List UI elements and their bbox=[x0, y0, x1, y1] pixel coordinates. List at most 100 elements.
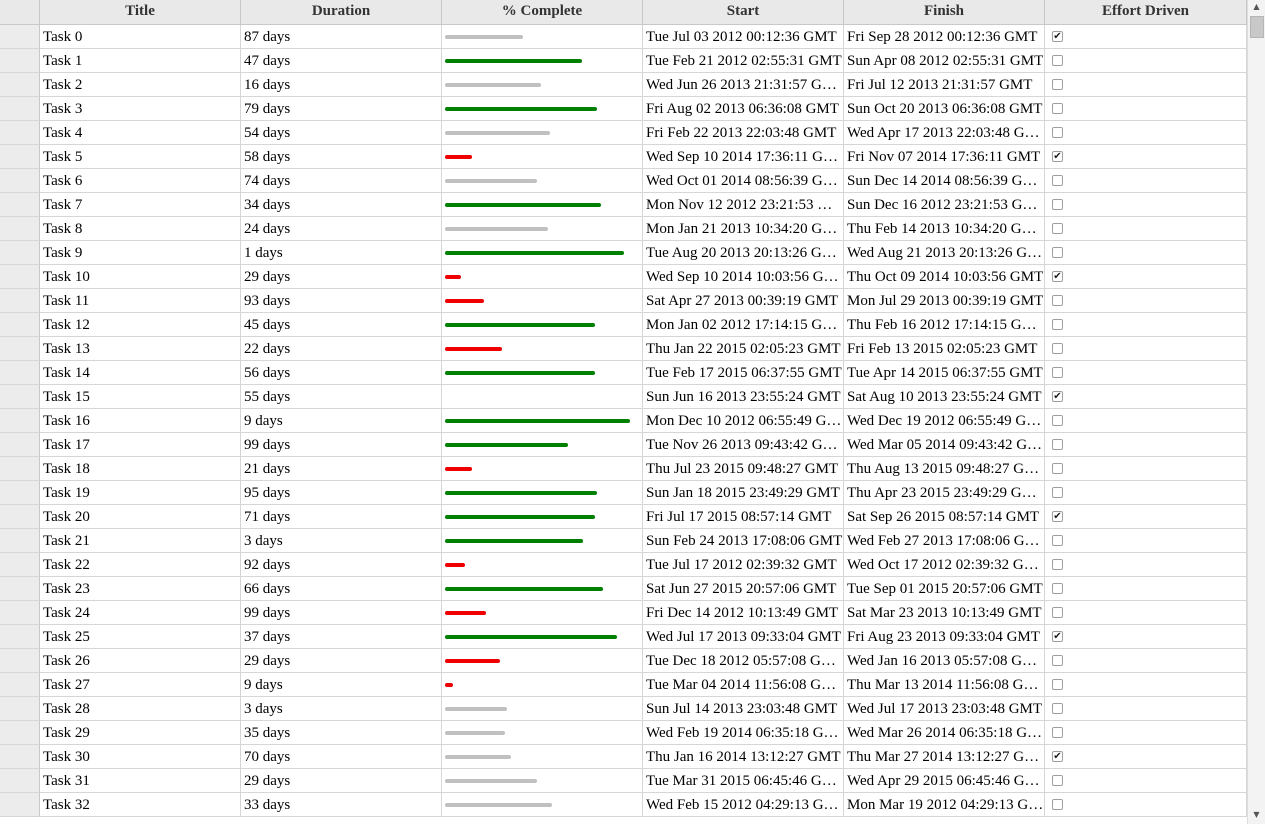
percent-complete-cell[interactable] bbox=[442, 409, 643, 433]
table-row[interactable]: Task 22 92 days Tue Jul 17 2012 02:39:32 G… bbox=[0, 553, 1247, 577]
percent-complete-cell[interactable] bbox=[442, 769, 643, 793]
checkbox-unchecked-icon[interactable] bbox=[1052, 415, 1063, 426]
percent-complete-cell[interactable] bbox=[442, 481, 643, 505]
checkbox-unchecked-icon[interactable] bbox=[1052, 775, 1063, 786]
percent-complete-cell[interactable] bbox=[442, 649, 643, 673]
start-cell[interactable]: Thu Jan 22 2015 02:05:23 GMT bbox=[643, 337, 844, 361]
table-row[interactable]: Task 4 54 days Fri Feb 22 2013 22:03:48 GM… bbox=[0, 121, 1247, 145]
effort-driven-cell[interactable]: ✔ bbox=[1045, 25, 1247, 49]
title-cell[interactable]: Task 25 bbox=[40, 625, 241, 649]
title-cell[interactable]: Task 2 bbox=[40, 73, 241, 97]
finish-cell[interactable]: Fri Feb 13 2015 02:05:23 GMT bbox=[844, 337, 1045, 361]
percent-complete-cell[interactable] bbox=[442, 265, 643, 289]
checkbox-unchecked-icon[interactable] bbox=[1052, 367, 1063, 378]
finish-cell[interactable]: Tue Sep 01 2015 20:57:06 GMT bbox=[844, 577, 1045, 601]
percent-complete-cell[interactable] bbox=[442, 73, 643, 97]
finish-cell[interactable]: Fri Sep 28 2012 00:12:36 GMT bbox=[844, 25, 1045, 49]
effort-driven-cell[interactable] bbox=[1045, 601, 1247, 625]
row-selector[interactable] bbox=[0, 601, 40, 625]
checkbox-unchecked-icon[interactable] bbox=[1052, 79, 1063, 90]
title-cell[interactable]: Task 26 bbox=[40, 649, 241, 673]
effort-driven-cell[interactable] bbox=[1045, 73, 1247, 97]
checkbox-unchecked-icon[interactable] bbox=[1052, 127, 1063, 138]
effort-driven-cell[interactable] bbox=[1045, 553, 1247, 577]
checkbox-checked-icon[interactable]: ✔ bbox=[1052, 271, 1063, 282]
checkbox-unchecked-icon[interactable] bbox=[1052, 295, 1063, 306]
effort-driven-cell[interactable] bbox=[1045, 313, 1247, 337]
duration-cell[interactable]: 16 days bbox=[241, 73, 442, 97]
start-cell[interactable]: Tue Jul 03 2012 00:12:36 GMT bbox=[643, 25, 844, 49]
finish-cell[interactable]: Wed Aug 21 2013 20:13:26 GMT bbox=[844, 241, 1045, 265]
percent-complete-cell[interactable] bbox=[442, 121, 643, 145]
start-cell[interactable]: Mon Jan 02 2012 17:14:15 GMT bbox=[643, 313, 844, 337]
row-selector[interactable] bbox=[0, 385, 40, 409]
duration-cell[interactable]: 71 days bbox=[241, 505, 442, 529]
finish-cell[interactable]: Sun Oct 20 2013 06:36:08 GMT bbox=[844, 97, 1045, 121]
row-selector[interactable] bbox=[0, 793, 40, 817]
effort-driven-cell[interactable] bbox=[1045, 217, 1247, 241]
effort-driven-cell[interactable] bbox=[1045, 337, 1247, 361]
finish-cell[interactable]: Sat Aug 10 2013 23:55:24 GMT bbox=[844, 385, 1045, 409]
start-cell[interactable]: Wed Feb 15 2012 04:29:13 GMT bbox=[643, 793, 844, 817]
title-cell[interactable]: Task 4 bbox=[40, 121, 241, 145]
finish-cell[interactable]: Thu Apr 23 2015 23:49:29 GMT bbox=[844, 481, 1045, 505]
column-header-effort-driven[interactable]: Effort Driven bbox=[1045, 0, 1247, 24]
effort-driven-cell[interactable] bbox=[1045, 193, 1247, 217]
percent-complete-cell[interactable] bbox=[442, 313, 643, 337]
finish-cell[interactable]: Wed Mar 05 2014 09:43:42 GMT bbox=[844, 433, 1045, 457]
finish-cell[interactable]: Thu Aug 13 2015 09:48:27 GMT bbox=[844, 457, 1045, 481]
title-cell[interactable]: Task 27 bbox=[40, 673, 241, 697]
row-selector[interactable] bbox=[0, 625, 40, 649]
row-selector[interactable] bbox=[0, 241, 40, 265]
table-row[interactable]: Task 27 9 days Tue Mar 04 2014 11:56:08 GM… bbox=[0, 673, 1247, 697]
checkbox-unchecked-icon[interactable] bbox=[1052, 487, 1063, 498]
title-cell[interactable]: Task 14 bbox=[40, 361, 241, 385]
duration-cell[interactable]: 95 days bbox=[241, 481, 442, 505]
effort-driven-cell[interactable]: ✔ bbox=[1045, 265, 1247, 289]
row-selector[interactable] bbox=[0, 433, 40, 457]
percent-complete-cell[interactable] bbox=[442, 697, 643, 721]
effort-driven-cell[interactable] bbox=[1045, 169, 1247, 193]
row-selector[interactable] bbox=[0, 97, 40, 121]
title-cell[interactable]: Task 1 bbox=[40, 49, 241, 73]
percent-complete-cell[interactable] bbox=[442, 625, 643, 649]
start-cell[interactable]: Fri Dec 14 2012 10:13:49 GMT bbox=[643, 601, 844, 625]
checkbox-unchecked-icon[interactable] bbox=[1052, 703, 1063, 714]
title-cell[interactable]: Task 32 bbox=[40, 793, 241, 817]
row-selector[interactable] bbox=[0, 553, 40, 577]
row-selector[interactable] bbox=[0, 121, 40, 145]
scroll-down-icon[interactable]: ▼ bbox=[1253, 810, 1260, 819]
duration-cell[interactable]: 1 days bbox=[241, 241, 442, 265]
table-row[interactable]: Task 8 24 days Mon Jan 21 2013 10:34:20 GM… bbox=[0, 217, 1247, 241]
checkbox-unchecked-icon[interactable] bbox=[1052, 679, 1063, 690]
checkbox-unchecked-icon[interactable] bbox=[1052, 247, 1063, 258]
row-selector[interactable] bbox=[0, 25, 40, 49]
column-header-title[interactable]: Title bbox=[40, 0, 241, 24]
effort-driven-cell[interactable] bbox=[1045, 793, 1247, 817]
percent-complete-cell[interactable] bbox=[442, 217, 643, 241]
finish-cell[interactable]: Fri Aug 23 2013 09:33:04 GMT bbox=[844, 625, 1045, 649]
title-cell[interactable]: Task 29 bbox=[40, 721, 241, 745]
checkbox-unchecked-icon[interactable] bbox=[1052, 103, 1063, 114]
table-row[interactable]: Task 3 79 days Fri Aug 02 2013 06:36:08 GM… bbox=[0, 97, 1247, 121]
row-selector[interactable] bbox=[0, 361, 40, 385]
percent-complete-cell[interactable] bbox=[442, 145, 643, 169]
effort-driven-cell[interactable] bbox=[1045, 649, 1247, 673]
start-cell[interactable]: Wed Oct 01 2014 08:56:39 GMT bbox=[643, 169, 844, 193]
checkbox-checked-icon[interactable]: ✔ bbox=[1052, 511, 1063, 522]
title-cell[interactable]: Task 0 bbox=[40, 25, 241, 49]
table-row[interactable]: Task 29 35 days Wed Feb 19 2014 06:35:18 G… bbox=[0, 721, 1247, 745]
start-cell[interactable]: Wed Feb 19 2014 06:35:18 GMT bbox=[643, 721, 844, 745]
finish-cell[interactable]: Thu Oct 09 2014 10:03:56 GMT bbox=[844, 265, 1045, 289]
duration-cell[interactable]: 37 days bbox=[241, 625, 442, 649]
start-cell[interactable]: Mon Dec 10 2012 06:55:49 GMT bbox=[643, 409, 844, 433]
title-cell[interactable]: Task 11 bbox=[40, 289, 241, 313]
checkbox-unchecked-icon[interactable] bbox=[1052, 463, 1063, 474]
effort-driven-cell[interactable] bbox=[1045, 673, 1247, 697]
row-selector[interactable] bbox=[0, 697, 40, 721]
title-cell[interactable]: Task 30 bbox=[40, 745, 241, 769]
duration-cell[interactable]: 99 days bbox=[241, 601, 442, 625]
finish-cell[interactable]: Thu Feb 14 2013 10:34:20 GMT bbox=[844, 217, 1045, 241]
duration-cell[interactable]: 54 days bbox=[241, 121, 442, 145]
